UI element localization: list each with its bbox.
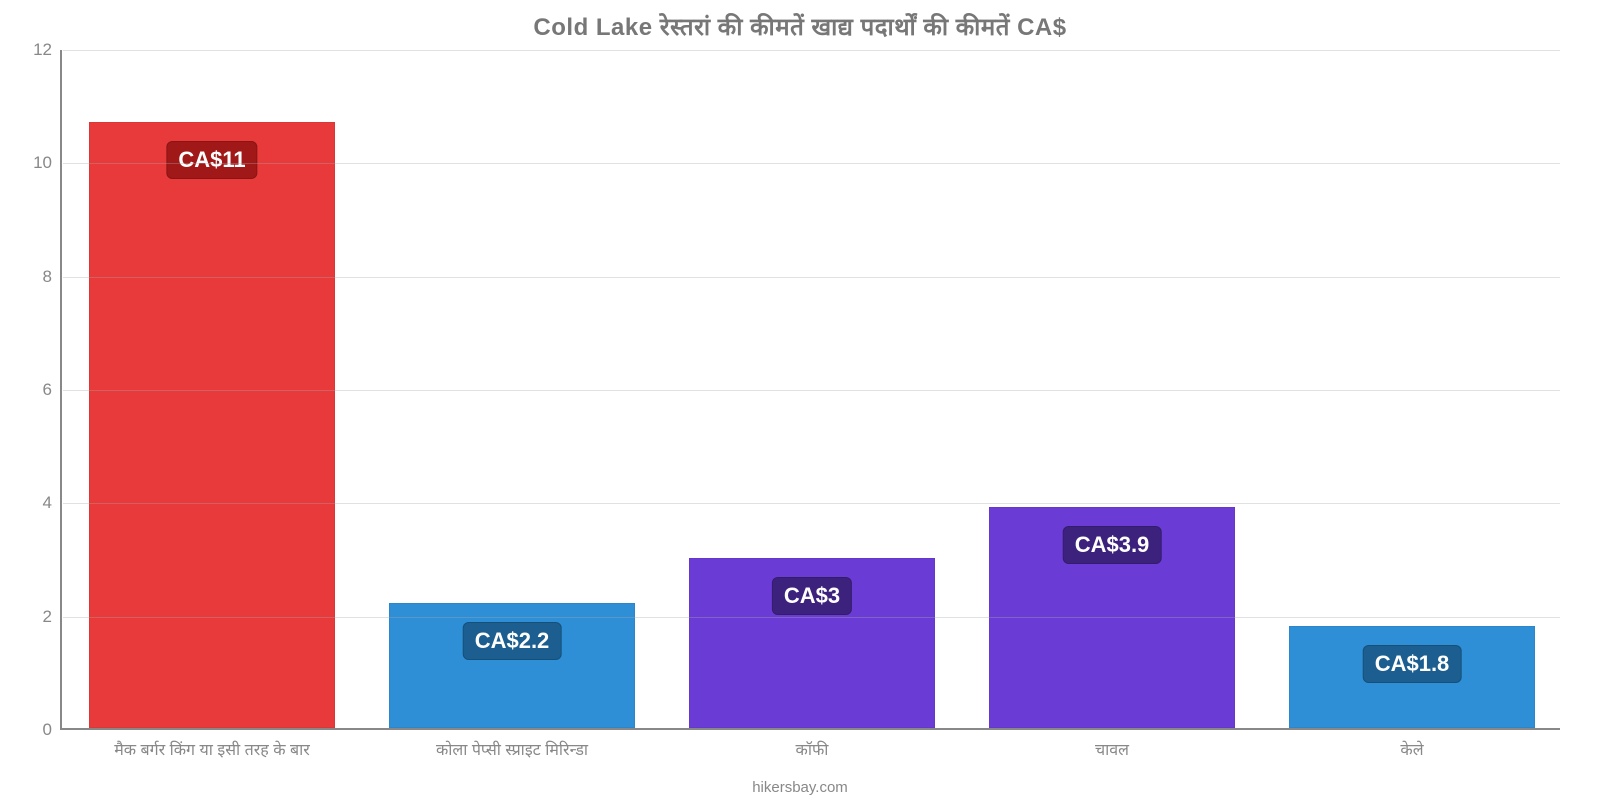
gridline: [63, 277, 1560, 278]
bar-value-label: CA$2.2: [463, 622, 562, 660]
chart-title: Cold Lake रेस्तरां की कीमतें खाद्य पदार्…: [0, 10, 1600, 43]
gridline: [63, 50, 1560, 51]
xtick-label: केले: [1400, 728, 1423, 760]
bar: CA$2.2: [389, 603, 635, 728]
xtick-label: कोला पेप्सी स्प्राइट मिरिन्डा: [436, 728, 588, 760]
ytick-label: 8: [43, 267, 62, 287]
ytick-label: 10: [33, 153, 62, 173]
bar-value-label: CA$3.9: [1063, 526, 1162, 564]
ytick-label: 2: [43, 607, 62, 627]
gridline: [63, 163, 1560, 164]
gridline: [63, 617, 1560, 618]
bar-value-label: CA$3: [772, 577, 852, 615]
gridline: [63, 503, 1560, 504]
xtick-label: मैक बर्गर किंग या इसी तरह के बार: [114, 728, 310, 760]
chart-container: Cold Lake रेस्तरां की कीमतें खाद्य पदार्…: [0, 0, 1600, 800]
bar: CA$3: [689, 558, 935, 728]
xtick-label: कॉफी: [796, 728, 829, 760]
bar: CA$11: [89, 122, 335, 728]
watermark: hikersbay.com: [0, 779, 1600, 796]
bar-value-label: CA$1.8: [1363, 645, 1462, 683]
bars-layer: CA$11 CA$2.2 CA$3 CA$3.9 CA$1.8: [62, 50, 1560, 728]
plot-area: CA$11CA$2.2CA$3CA$3.9CA$1.8 024681012मैक…: [60, 50, 1560, 730]
gridline: [63, 390, 1560, 391]
bar: CA$1.8: [1289, 626, 1535, 728]
ytick-label: 12: [33, 40, 62, 60]
ytick-label: 6: [43, 380, 62, 400]
xtick-label: चावल: [1095, 728, 1129, 760]
ytick-label: 4: [43, 493, 62, 513]
bar-value-label: CA$11: [166, 141, 257, 179]
ytick-label: 0: [43, 720, 62, 740]
